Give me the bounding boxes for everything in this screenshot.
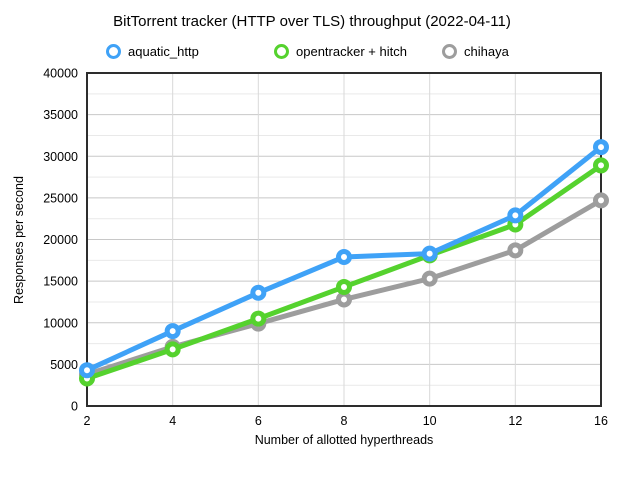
legend-item-opentracker-hitch: opentracker + hitch [274, 44, 407, 59]
x-tick-label: 2 [84, 414, 91, 428]
x-tick-label: 8 [341, 414, 348, 428]
data-point-marker-icon [164, 341, 181, 358]
legend-marker-icon [442, 44, 457, 59]
series-aquatic-http [79, 139, 609, 379]
y-tick-label: 10000 [43, 316, 78, 330]
legend-marker-icon [106, 44, 121, 59]
y-tick-label: 35000 [43, 108, 78, 122]
data-point-marker-icon [250, 310, 267, 327]
y-tick-label: 20000 [43, 233, 78, 247]
y-tick-label: 25000 [43, 191, 78, 205]
y-tick-label: 0 [71, 400, 78, 414]
legend-item-aquatic-http: aquatic_http [106, 44, 199, 59]
legend-label: chihaya [464, 44, 509, 59]
data-point-marker-icon [336, 248, 352, 265]
y-tick-label: 15000 [43, 275, 78, 289]
legend-label: opentracker + hitch [296, 44, 407, 59]
x-tick-label: 12 [508, 414, 522, 428]
data-point-marker-icon [336, 291, 352, 308]
plot-border [86, 72, 602, 407]
x-axis-title: Number of allotted hyperthreads [254, 433, 434, 447]
data-point-marker-icon [79, 362, 95, 379]
x-tick-label: 10 [423, 414, 437, 428]
data-point-marker-icon [421, 270, 438, 287]
data-point-marker-icon [164, 323, 181, 340]
y-tick-label: 40000 [43, 67, 78, 81]
y-tick-label: 30000 [43, 150, 78, 164]
data-point-marker-icon [250, 284, 267, 301]
data-point-marker-icon [421, 245, 438, 262]
legend-item-chihaya: chihaya [442, 44, 509, 59]
data-point-marker-icon [507, 242, 524, 259]
data-point-marker-icon [593, 139, 609, 156]
data-point-marker-icon [336, 278, 352, 295]
data-point-marker-icon [593, 192, 609, 209]
legend-label: aquatic_http [128, 44, 199, 59]
x-tick-label: 16 [594, 414, 608, 428]
legend-marker-icon [274, 44, 289, 59]
x-tick-label: 6 [255, 414, 262, 428]
x-tick-label: 4 [169, 414, 176, 428]
y-tick-label: 5000 [50, 358, 78, 372]
data-point-marker-icon [593, 157, 609, 174]
chart-title: BitTorrent tracker (HTTP over TLS) throu… [113, 13, 511, 30]
data-point-marker-icon [507, 207, 524, 224]
